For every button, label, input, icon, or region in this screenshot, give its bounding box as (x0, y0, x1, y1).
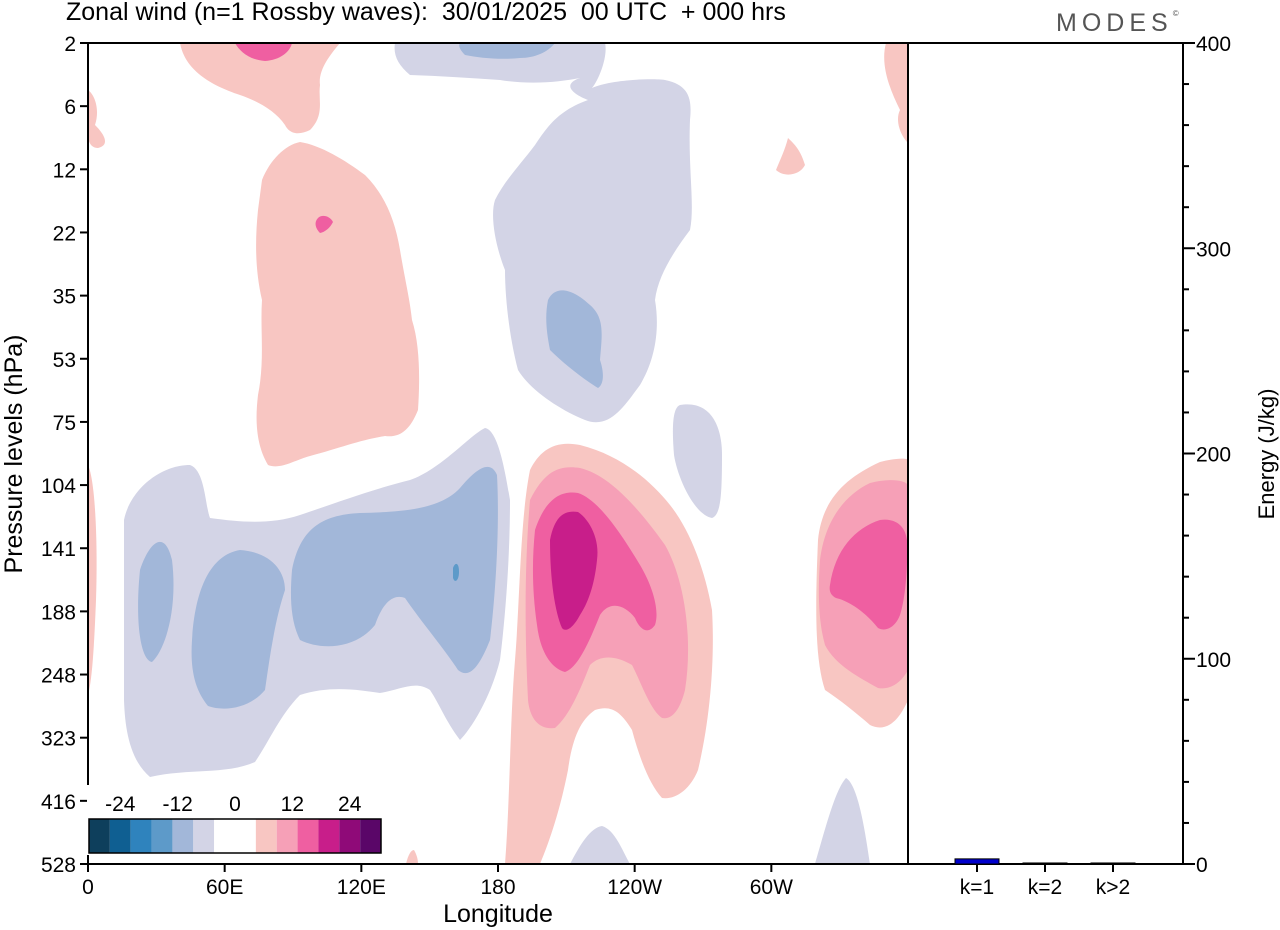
energy-tick-label: 300 (1196, 238, 1231, 261)
y-tick-label: 104 (41, 475, 76, 498)
colorbar-label: -12 (162, 793, 192, 816)
colorbar-swatch (214, 819, 235, 853)
y-tick-label: 53 (53, 349, 76, 372)
y-tick-label: 141 (41, 538, 76, 561)
colorbar-label: 0 (229, 793, 241, 816)
contour-pos-weak-tr (884, 43, 908, 143)
contour-neg-mod-upper (546, 290, 603, 388)
colorbar-label: -24 (105, 793, 136, 816)
colorbar-swatch (297, 819, 319, 853)
contour-neg-mod-trough (138, 466, 498, 709)
colorbar-swatch (89, 819, 110, 853)
bar-category-label: k=2 (1028, 876, 1062, 899)
pressure-axis: 2 6 12 22 35 53 75 104 141 188 248 323 416 528 (41, 33, 88, 877)
x-tick-label: 180 (480, 876, 515, 899)
contour-neg-upper-blue (459, 43, 555, 59)
colorbar-swatch (151, 819, 173, 853)
colorbar-swatch (360, 819, 381, 853)
energy-bar (954, 858, 1000, 865)
colorbar-swatch (193, 819, 215, 853)
contour-pos-mod-east (829, 519, 908, 630)
contour-pos-weak-mid (256, 142, 420, 467)
contour-pos-surface-spot (406, 850, 418, 864)
chart-title: Zonal wind (n=1 Rossby waves): 30/01/202… (66, 0, 786, 26)
y-tick-label: 416 (41, 791, 76, 814)
brand-mark: © (1172, 9, 1179, 18)
x-axis-label: Longitude (443, 900, 553, 928)
contour-pos-upper-mag (235, 43, 292, 61)
y-tick-label: 323 (41, 728, 76, 751)
contour-pos-strong-main (550, 511, 598, 630)
colorbar-swatch (255, 819, 277, 853)
colorbar-swatch (235, 819, 256, 853)
y-tick-label: 248 (41, 665, 76, 688)
energy-bar (1090, 862, 1136, 865)
x-tick-label: 120E (337, 876, 386, 899)
y-axis-label: Pressure levels (hPa) (0, 335, 28, 574)
y-tick-label: 35 (53, 286, 76, 309)
contour-neg-weak-top (394, 43, 692, 423)
colorbar-swatch (339, 819, 361, 853)
colorbar-label: 12 (281, 793, 304, 816)
contour-neg-strong-spot (453, 563, 459, 581)
contour-neg-weak-east (672, 404, 722, 518)
contour-pos-small-spot (315, 215, 333, 233)
colorbar-label: 24 (338, 793, 362, 816)
x-tick-label: 120W (607, 876, 662, 899)
colorbar-swatch (318, 819, 340, 853)
colorbar-swatch (130, 819, 152, 853)
colorbar-swatch (172, 819, 194, 853)
x-tick-label: 60W (750, 876, 793, 899)
bar-category-label: k=1 (960, 876, 994, 899)
x-tick-label: 60E (206, 876, 243, 899)
y-tick-label: 2 (64, 33, 76, 56)
contour-pos-weak-tl (88, 90, 106, 148)
colorbar-frame (88, 818, 382, 854)
contour-pos-weak-left (88, 465, 97, 695)
contour-neg-weak-sfc1 (815, 778, 870, 864)
contour-pos-weak-top (180, 43, 340, 134)
energy-bars: k=1 k=2 k>2 (954, 858, 1136, 899)
energy-tick-label: 0 (1196, 854, 1208, 877)
energy-bar (1022, 862, 1068, 865)
y-tick-label: 6 (64, 96, 76, 119)
energy-axis: 0 100 200 300 400 (1183, 33, 1231, 877)
bar-category-label: k>2 (1096, 876, 1130, 899)
brand-name: MODES (1056, 9, 1173, 37)
heatmap-fields (88, 43, 908, 864)
y-tick-label: 75 (53, 412, 76, 435)
contour-pos-weak-spot (776, 138, 805, 175)
energy-tick-label: 100 (1196, 649, 1231, 672)
contour-neg-weak-sfc2 (570, 826, 630, 864)
energy-tick-label: 200 (1196, 444, 1231, 467)
brand-logo: MODES© (1056, 9, 1179, 38)
energy-axis-label: Energy (J/kg) (1254, 389, 1279, 520)
y-tick-label: 528 (41, 854, 76, 877)
y-tick-label: 12 (53, 159, 76, 182)
colorbar-swatch (109, 819, 131, 853)
longitude-axis: 0 60E 120E 180 120W 60W (82, 864, 793, 899)
y-tick-label: 22 (53, 222, 76, 245)
colorbar-swatch (276, 819, 298, 853)
x-tick-label: 0 (82, 876, 94, 899)
y-tick-label: 188 (41, 601, 76, 624)
colorbar: -24 -12 0 12 24 (87, 785, 383, 855)
energy-tick-label: 400 (1196, 33, 1231, 56)
